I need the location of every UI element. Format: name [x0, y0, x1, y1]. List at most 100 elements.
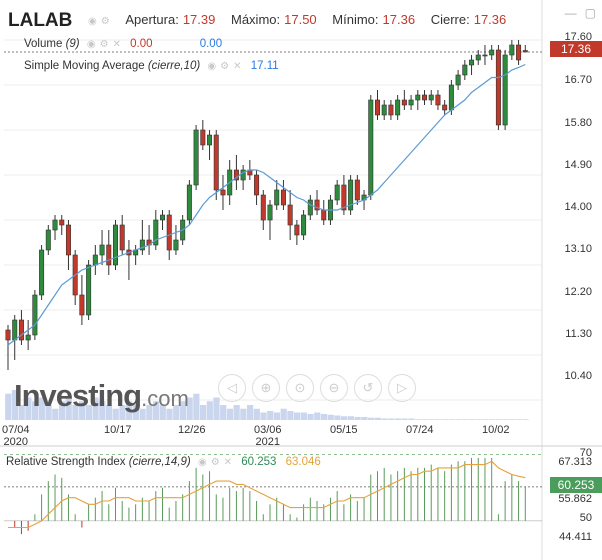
volume-bar	[99, 401, 106, 420]
candle-body	[448, 84, 454, 111]
candle-body	[186, 184, 192, 221]
candle-body	[334, 184, 340, 201]
sma-indicator-label[interactable]: Simple Moving Average (cierre,10) ◉ ⚙ ✕ 17…	[24, 60, 279, 72]
scroll-right-icon[interactable]: ▷	[388, 374, 416, 402]
candle-body	[314, 199, 320, 211]
volume-indicator-label[interactable]: Volume (9) ◉ ⚙ ✕ 0.00 0.00	[24, 38, 222, 50]
eye-icon[interactable]: ◉	[88, 16, 97, 27]
volume-bar	[246, 405, 254, 420]
volume-bar	[482, 419, 489, 420]
volume-bar	[79, 401, 86, 420]
settings-icon[interactable]: ⚙	[220, 61, 230, 72]
close-icon[interactable]: ✕	[233, 61, 242, 72]
rsi-axis-label: 70	[579, 447, 592, 459]
volume-bar	[334, 415, 341, 420]
reset-view-icon[interactable]: ↺	[354, 374, 382, 402]
volume-bar	[25, 397, 32, 420]
rsi-axis-label: 50	[579, 512, 592, 524]
date-axis-label: 03/06 2021	[254, 424, 282, 448]
date-axis-label: 10/02	[482, 424, 510, 436]
rsi-signal-line	[8, 460, 526, 529]
candle-body	[368, 99, 374, 196]
volume-bar	[347, 416, 354, 420]
minimize-icon[interactable]: —	[564, 6, 577, 20]
volume-bar	[193, 393, 200, 420]
volume-bar	[307, 414, 314, 420]
volume-bar	[146, 405, 153, 420]
candle-body	[374, 99, 380, 116]
eye-icon[interactable]: ◉	[86, 39, 96, 50]
scroll-left-icon[interactable]: ◁	[218, 374, 246, 402]
candle-body	[267, 204, 273, 221]
candle-body	[280, 189, 286, 206]
candle-body	[119, 224, 125, 251]
candle-body	[307, 199, 313, 216]
candle-body	[139, 239, 145, 251]
zoom-in-icon[interactable]: ⊕	[252, 374, 280, 402]
close-icon[interactable]: ✕	[112, 39, 121, 50]
settings-icon[interactable]: ⚙	[210, 457, 220, 468]
candle-body	[92, 254, 98, 266]
candle-body	[455, 74, 461, 86]
volume-bar	[515, 419, 522, 420]
maximize-icon[interactable]: ▢	[584, 6, 596, 20]
volume-bar	[226, 408, 234, 420]
volume-bar	[18, 405, 25, 420]
low-value: 17.36	[382, 12, 416, 27]
close-value: 17.36	[473, 12, 507, 27]
price-axis-label: 13.10	[564, 243, 592, 255]
candle-body	[86, 264, 92, 316]
volume-bar	[374, 417, 381, 420]
close-icon[interactable]: ✕	[223, 457, 233, 468]
candle-body	[5, 329, 11, 341]
volume-bar	[11, 390, 19, 420]
candle-body	[415, 94, 421, 101]
open-value: 17.39	[182, 12, 216, 27]
volume-bar	[105, 405, 113, 420]
candle-body	[160, 214, 166, 221]
rsi-axis-label: 44.411	[559, 531, 592, 543]
rsi-param: (cierre,14,9)	[128, 456, 191, 468]
volume-bar	[468, 419, 475, 420]
volume-bar	[32, 401, 39, 420]
zoom-out-icon[interactable]: ⊖	[320, 374, 348, 402]
volume-bar	[488, 419, 496, 420]
candle-body	[428, 94, 434, 101]
candle-body	[65, 224, 71, 256]
eye-icon[interactable]: ◉	[197, 457, 207, 468]
candle-body	[18, 319, 24, 341]
date-axis-label: 10/17	[104, 424, 132, 436]
candle-body	[260, 194, 266, 221]
candle-body	[32, 294, 38, 336]
last-price-tag: 17.36	[550, 41, 602, 57]
candle-body	[233, 169, 239, 181]
sma-label: Simple Moving Average	[24, 60, 145, 72]
candle-body	[395, 99, 401, 116]
volume-bar	[448, 419, 455, 420]
candle-body	[502, 54, 508, 126]
volume-bar	[408, 418, 415, 420]
volume-bar	[112, 408, 119, 420]
price-axis-label: 10.40	[564, 370, 592, 382]
candle-body	[173, 239, 179, 251]
rsi-indicator-label[interactable]: Relative Strength Index (cierre,14,9) ◉ ⚙…	[6, 456, 321, 468]
volume-bar	[300, 412, 307, 420]
volume-bar	[213, 397, 220, 420]
candle-body	[112, 224, 118, 266]
settings-icon[interactable]: ⚙	[99, 39, 109, 50]
candle-body	[301, 214, 307, 236]
sma-param: (cierre,10)	[147, 60, 201, 72]
volume-bar	[508, 419, 516, 420]
volume-bar	[45, 405, 52, 420]
symbol-title: LALAB	[8, 10, 73, 31]
rsi-value-tag: 60.253	[550, 477, 602, 493]
volume-bar	[435, 419, 442, 420]
eye-icon[interactable]: ◉	[207, 61, 217, 72]
volume-bar	[58, 401, 66, 420]
settings-icon[interactable]: ⚙	[100, 16, 110, 27]
volume-bar	[233, 405, 240, 420]
volume-bar	[294, 412, 301, 420]
zoom-reset-icon[interactable]: ⊙	[286, 374, 314, 402]
volume-bar	[52, 408, 59, 420]
volume-bar	[85, 405, 92, 420]
